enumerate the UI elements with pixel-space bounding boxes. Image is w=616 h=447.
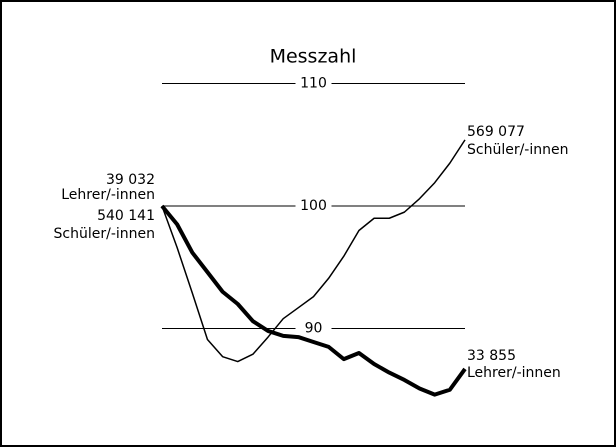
tick-label-bg — [295, 74, 332, 93]
tick-label-bg — [295, 197, 332, 215]
y-tick-label: 90 — [305, 321, 323, 337]
tick-label-bg — [295, 319, 332, 338]
end-series-label: Lehrer/-innen — [467, 365, 561, 381]
start-value-label: 540 141 — [97, 208, 155, 224]
series-line — [161, 139, 466, 363]
series-line — [160, 204, 467, 397]
y-tick-label: 110 — [300, 76, 327, 92]
chart-title: Messzahl — [270, 46, 357, 68]
end-value-label: 569 077 — [467, 124, 525, 140]
end-value-label: 33 855 — [467, 348, 516, 364]
end-series-label: Schüler/-innen — [467, 142, 568, 158]
start-value-label: 39 032 — [106, 172, 155, 188]
y-tick-label: 100 — [300, 198, 327, 214]
start-series-label: Lehrer/-innen — [61, 187, 155, 203]
start-series-label: Schüler/-innen — [54, 226, 155, 242]
